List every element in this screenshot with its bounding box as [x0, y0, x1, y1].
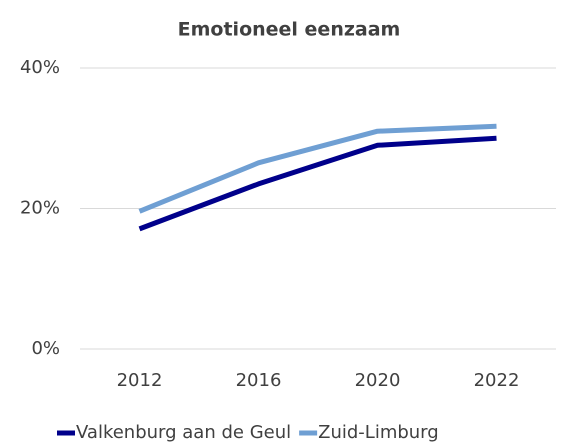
series-line: [138, 135, 497, 232]
x-tick-label: 2012: [117, 370, 163, 391]
y-tick-label: 40%: [20, 57, 60, 78]
x-tick-label: 2020: [355, 370, 401, 391]
legend-label: Valkenburg aan de Geul: [76, 422, 291, 443]
y-tick-label: 20%: [20, 198, 60, 219]
chart-title: Emotioneel eenzaam: [178, 19, 401, 41]
x-tick-label: 2016: [236, 370, 282, 391]
x-tick-label: 2022: [474, 370, 520, 391]
series-line: [138, 123, 497, 214]
y-tick-label: 0%: [31, 338, 60, 359]
legend-label: Zuid-Limburg: [318, 422, 439, 443]
